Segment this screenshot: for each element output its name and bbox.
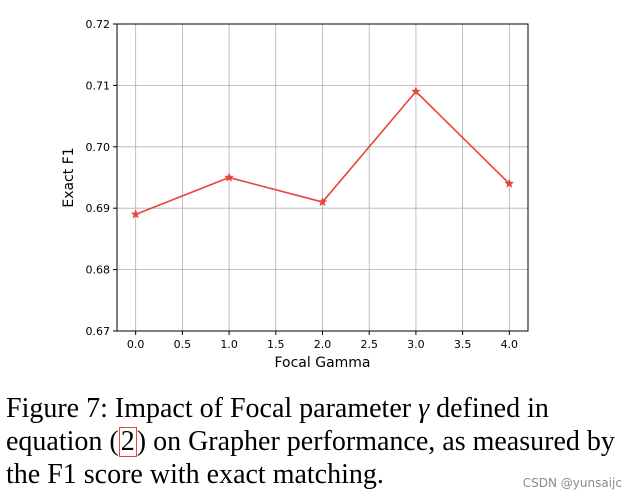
x-axis-ticks: 0.0 0.5 1.0 1.5 2.0 2.5 3.0 3.5 4.0 — [127, 331, 518, 351]
y-axis-label: Exact F1 — [61, 147, 77, 207]
x-tick-label: 3.5 — [454, 338, 472, 351]
caption-text-1: Figure 7: Impact of Focal parameter — [6, 393, 419, 424]
x-tick-label: 4.0 — [501, 338, 519, 351]
caption-gamma: γ — [418, 393, 430, 424]
x-tick-label: 1.5 — [267, 338, 285, 351]
line-chart: 0.0 0.5 1.0 1.5 2.0 2.5 3.0 3.5 4.0 0.67 0.68 0.69… — [61, 18, 529, 371]
grid-lines — [117, 23, 528, 332]
y-axis-ticks: 0.67 0.68 0.69 0.70 0.71 0.72 — [86, 18, 117, 338]
y-tick-label: 0.72 — [86, 18, 111, 31]
x-tick-label: 0.5 — [174, 338, 192, 351]
data-point-star — [224, 172, 235, 182]
y-tick-label: 0.67 — [86, 325, 111, 338]
data-point-star — [317, 196, 328, 207]
y-tick-label: 0.69 — [86, 202, 111, 215]
watermark: CSDN @yunsaijc — [522, 476, 622, 490]
x-tick-label: 3.0 — [407, 338, 425, 351]
x-tick-label: 0.0 — [127, 338, 145, 351]
figure-caption: Figure 7: Impact of Focal parameter γ de… — [6, 392, 636, 491]
x-tick-label: 2.0 — [314, 338, 332, 351]
data-point-star — [504, 178, 515, 188]
y-tick-label: 0.71 — [86, 79, 111, 92]
data-point-star — [130, 209, 141, 219]
caption-text-2: defined in equation ( — [6, 393, 549, 457]
y-tick-label: 0.70 — [86, 141, 111, 154]
caption-text-3: ) on Grapher performance, as measured by… — [6, 426, 615, 490]
x-tick-label: 1.0 — [220, 338, 238, 351]
x-axis-label: Focal Gamma — [274, 355, 370, 371]
series-layer — [130, 86, 515, 219]
x-tick-label: 2.5 — [360, 338, 378, 351]
data-point-star — [410, 86, 421, 96]
equation-ref-link[interactable]: 2 — [118, 426, 137, 457]
y-tick-label: 0.68 — [86, 264, 111, 277]
